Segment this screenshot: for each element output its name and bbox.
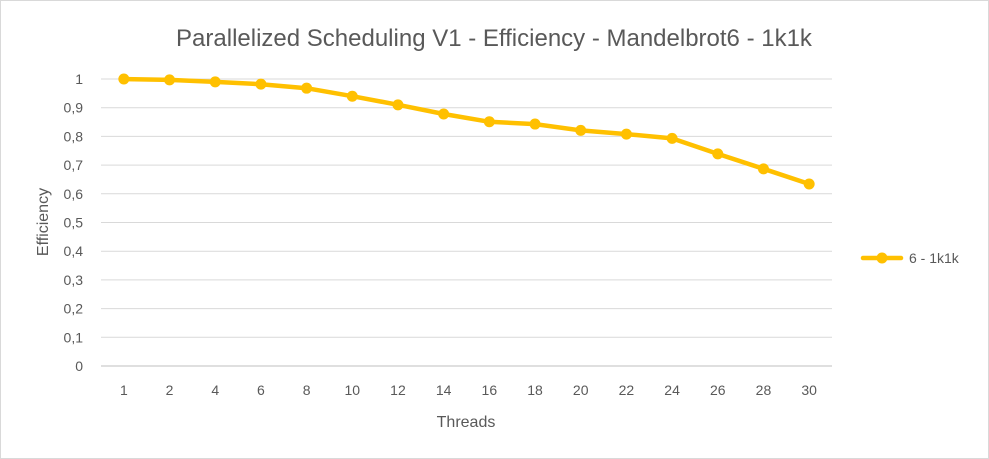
data-point [757,163,769,175]
x-tick-label: 1 [120,382,128,398]
series-line-group [118,73,815,190]
x-tick-label: 2 [166,382,174,398]
y-tick-labels: 0 0,1 0,2 0,3 0,4 0,5 0,6 0,7 0,8 0,9 1 [64,71,84,374]
x-tick-label: 6 [257,382,265,398]
x-tick-label: 16 [482,382,498,398]
x-tick-label: 14 [436,382,452,398]
x-tick-label: 4 [211,382,219,398]
series-line [121,76,812,187]
data-point [118,73,130,85]
y-tick-label: 0,6 [64,186,84,202]
x-tick-labels: 1 2 4 6 8 10 12 14 16 18 20 22 24 26 28 30 [120,382,817,398]
chart-title: Parallelized Scheduling V1 - Efficiency … [176,25,813,52]
x-tick-label: 12 [390,382,406,398]
data-point [529,118,541,130]
y-tick-label: 1 [75,71,83,87]
gridlines [101,78,832,367]
legend-marker [876,252,888,264]
legend-label: 6 - 1k1k [909,250,960,266]
x-tick-label: 26 [710,382,726,398]
data-point [346,90,358,102]
y-tick-label: 0,8 [64,128,84,144]
data-point [803,178,815,190]
y-tick-label: 0,7 [64,157,84,173]
data-point [438,108,450,120]
y-tick-label: 0,9 [64,100,84,116]
x-tick-label: 18 [527,382,543,398]
data-point [301,82,313,94]
data-point [712,148,724,160]
x-tick-label: 20 [573,382,589,398]
y-tick-label: 0,4 [64,243,84,259]
x-tick-label: 28 [756,382,772,398]
x-tick-label: 24 [664,382,680,398]
data-point [392,99,404,111]
data-point [255,78,267,90]
y-axis-title: Efficiency [35,188,52,256]
data-point [209,76,221,88]
y-tick-label: 0,1 [64,329,84,345]
data-point [620,128,632,140]
data-point [483,116,495,128]
x-tick-label: 8 [303,382,311,398]
legend: 6 - 1k1k [860,250,960,266]
x-tick-label: 10 [344,382,360,398]
y-tick-label: 0,2 [64,301,84,317]
y-tick-label: 0,5 [64,215,84,231]
y-tick-label: 0,3 [64,272,84,288]
data-point [666,132,678,144]
x-tick-label: 22 [619,382,635,398]
x-tick-label: 30 [801,382,817,398]
data-point [575,124,587,136]
data-point [164,74,176,86]
x-axis-title: Threads [437,414,496,431]
y-tick-label: 0 [75,358,83,374]
